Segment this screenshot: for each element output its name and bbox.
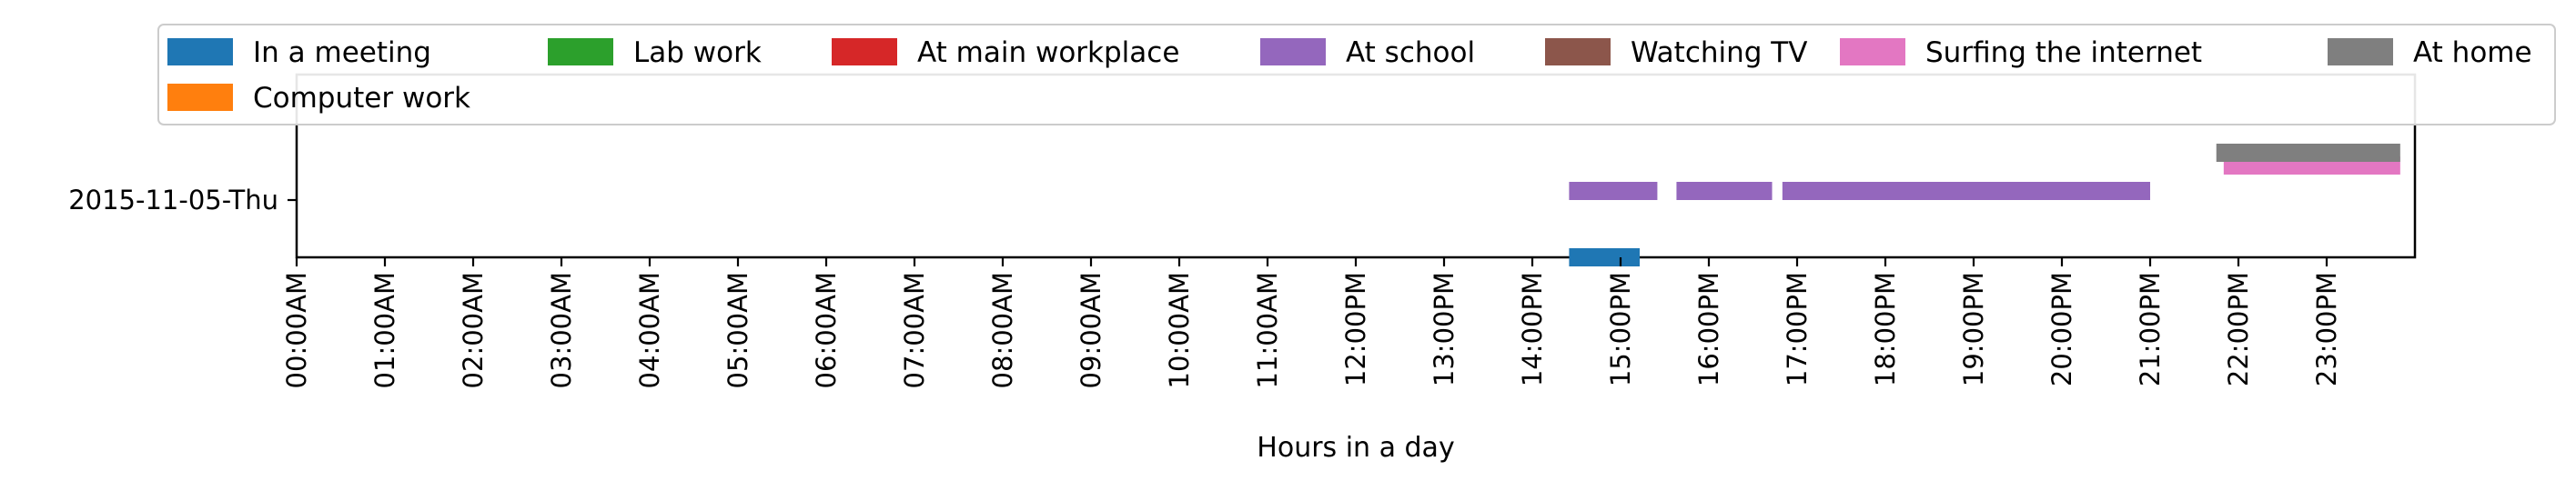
legend-swatch-computer-work — [167, 84, 233, 111]
x-tick-label: 17:00PM — [1782, 272, 1813, 386]
x-tick-label: 05:00AM — [722, 272, 753, 388]
legend-swatch-surfing-the-internet — [1840, 38, 1905, 65]
legend-label-in-a-meeting: In a meeting — [253, 36, 431, 69]
legend: In a meeting Computer work Lab work At main… — [157, 24, 2556, 125]
y-axis: 2015-11-05-Thu — [68, 185, 297, 215]
legend-box — [157, 24, 2556, 125]
legend-swatch-at-home — [2328, 38, 2393, 65]
x-tick-label: 02:00AM — [458, 272, 489, 388]
legend-label-lab-work: Lab work — [633, 36, 762, 69]
legend-label-at-school: At school — [1346, 36, 1475, 69]
legend-label-at-home: At home — [2413, 36, 2532, 69]
legend-swatch-in-a-meeting — [167, 38, 233, 65]
x-tick-label: 04:00AM — [634, 272, 665, 388]
x-tick-label: 21:00PM — [2135, 272, 2166, 386]
x-tick-label: 07:00AM — [899, 272, 930, 388]
legend-label-watching-tv: Watching TV — [1631, 36, 1807, 69]
x-tick-label: 15:00PM — [1605, 272, 1636, 386]
legend-swatch-watching-tv — [1545, 38, 1611, 65]
x-axis: 00:00AM 01:00AM 02:00AM 03:00AM 04:00AM 05:00… — [281, 257, 2342, 388]
x-tick-label: 01:00AM — [369, 272, 400, 388]
x-tick-label: 13:00PM — [1429, 272, 1460, 386]
x-tick-label: 06:00AM — [811, 272, 842, 388]
bar-at-school-1 — [1676, 182, 1773, 200]
x-tick-label: 10:00AM — [1164, 272, 1195, 388]
legend-label-surfing-the-internet: Surfing the internet — [1925, 36, 2202, 69]
x-axis-label: Hours in a day — [1257, 432, 1454, 464]
x-tick-label: 22:00PM — [2223, 272, 2254, 386]
x-tick-label: 11:00AM — [1252, 272, 1283, 388]
x-tick-label: 00:00AM — [281, 272, 312, 388]
x-tick-label: 03:00AM — [546, 272, 577, 388]
bar-in-a-meeting-0 — [1569, 248, 1641, 266]
legend-swatch-at-school — [1260, 38, 1326, 65]
bar-at-school-2 — [1782, 182, 2150, 200]
x-tick-label: 14:00PM — [1517, 272, 1548, 386]
y-tick-label: 2015-11-05-Thu — [68, 185, 278, 215]
x-tick-label: 16:00PM — [1693, 272, 1724, 386]
x-tick-label: 19:00PM — [1958, 272, 1989, 386]
legend-label-at-main-workplace: At main workplace — [917, 36, 1179, 69]
x-tick-label: 08:00AM — [987, 272, 1018, 388]
x-tick-label: 18:00PM — [1870, 272, 1901, 386]
x-tick-label: 12:00PM — [1340, 272, 1371, 386]
x-tick-label: 20:00PM — [2046, 272, 2077, 386]
legend-swatch-lab-work — [548, 38, 613, 65]
bar-at-home-0 — [2216, 144, 2400, 162]
legend-label-computer-work: Computer work — [253, 82, 470, 115]
x-tick-label: 23:00PM — [2311, 272, 2342, 386]
x-tick-label: 09:00AM — [1076, 272, 1106, 388]
legend-swatch-at-main-workplace — [832, 38, 897, 65]
bar-at-school-0 — [1569, 182, 1658, 200]
activity-bars — [1569, 144, 2400, 266]
